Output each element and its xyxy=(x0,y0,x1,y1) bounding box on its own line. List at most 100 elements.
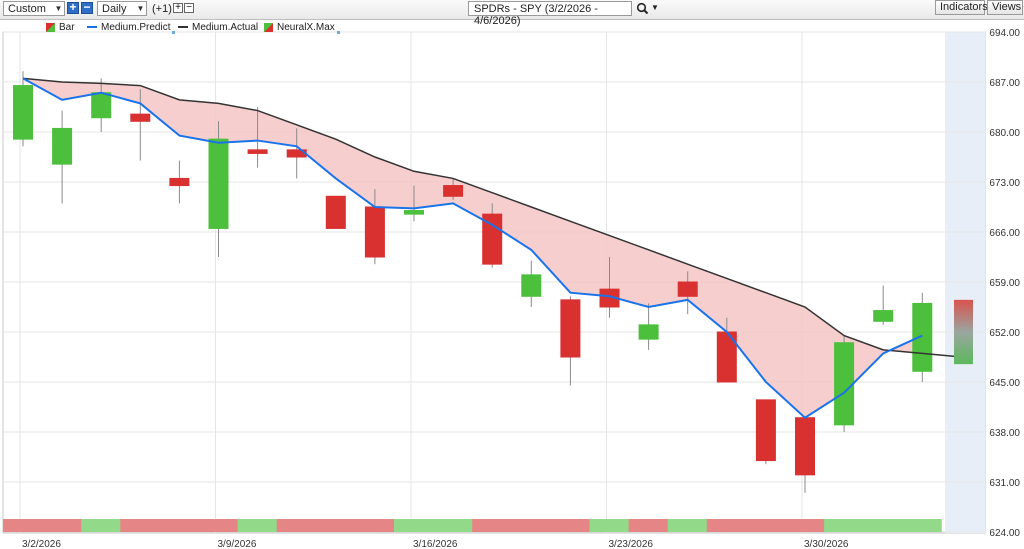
y-tick-label: 666.00 xyxy=(989,228,1020,239)
chevron-down-icon: ▼ xyxy=(54,4,63,13)
regime-band xyxy=(667,519,708,532)
legend-actual-label: Medium.Actual xyxy=(192,22,259,33)
range-select-value: Custom xyxy=(8,3,46,15)
regime-band xyxy=(550,519,590,532)
regime-band xyxy=(237,519,278,532)
search-icon[interactable] xyxy=(636,2,650,16)
legend-dot xyxy=(336,31,340,34)
candle-body[interactable] xyxy=(521,274,542,297)
offset-plus-button[interactable]: + xyxy=(173,3,183,13)
bar-legend-icon xyxy=(46,22,55,32)
y-tick-label: 673.00 xyxy=(989,178,1020,189)
indicators-button[interactable]: Indicators▼ xyxy=(935,0,996,15)
regime-band xyxy=(159,519,199,532)
y-tick-label: 652.00 xyxy=(989,328,1020,339)
candle-body[interactable] xyxy=(130,113,151,122)
regime-band xyxy=(706,519,747,532)
offset-minus-button[interactable]: − xyxy=(184,3,194,13)
zoom-out-button[interactable]: − xyxy=(81,1,93,14)
candle-body[interactable] xyxy=(560,299,581,358)
regime-band xyxy=(81,519,121,532)
y-tick-label: 631.00 xyxy=(989,478,1020,489)
zoom-in-button[interactable]: + xyxy=(67,1,79,14)
regime-band xyxy=(394,519,434,532)
regime-band xyxy=(902,519,942,532)
regime-band xyxy=(276,519,317,532)
x-tick-label: 3/9/2026 xyxy=(218,539,257,549)
symbol-title: SPDRs - SPY (3/2/2026 - 4/6/2026) xyxy=(474,3,598,27)
regime-band xyxy=(745,519,786,532)
range-select[interactable]: Custom ▼ xyxy=(3,1,65,16)
period-select[interactable]: Daily ▼ xyxy=(97,1,147,16)
y-tick-label: 659.00 xyxy=(989,278,1020,289)
views-button[interactable]: Views▼ xyxy=(987,0,1024,15)
candle-body[interactable] xyxy=(834,342,855,426)
legend-actual[interactable]: Medium.Actual xyxy=(178,22,258,34)
candle-body[interactable] xyxy=(638,324,659,340)
candle-body[interactable] xyxy=(443,185,464,197)
legend-predict[interactable]: Medium.Predict xyxy=(87,22,176,34)
candle-body[interactable] xyxy=(13,85,33,140)
chevron-down-icon: ▼ xyxy=(1022,5,1024,12)
legend-bar-label: Bar xyxy=(59,22,75,33)
chevron-down-icon: ▼ xyxy=(136,4,145,13)
line-legend-icon xyxy=(87,26,97,29)
regime-band xyxy=(433,519,473,532)
y-tick-label: 638.00 xyxy=(989,428,1020,439)
regime-band xyxy=(198,519,238,532)
candle-body[interactable] xyxy=(169,177,190,187)
legend-neural[interactable]: NeuralX.Max xyxy=(264,22,340,34)
regime-band xyxy=(628,519,669,532)
candle-body[interactable] xyxy=(912,302,933,372)
candle-body[interactable] xyxy=(677,281,698,297)
x-tick-label: 3/30/2026 xyxy=(804,539,849,549)
y-tick-label: 645.00 xyxy=(989,378,1020,389)
regime-band xyxy=(589,519,629,532)
neuralx-forecast-bar[interactable] xyxy=(954,299,973,365)
period-select-value: Daily xyxy=(102,3,127,15)
regime-band xyxy=(3,519,43,532)
candle-body[interactable] xyxy=(873,310,894,322)
regime-band xyxy=(472,519,512,532)
candle-body[interactable] xyxy=(755,399,776,462)
candle-body[interactable] xyxy=(795,417,815,476)
legend-predict-label: Medium.Predict xyxy=(101,22,171,33)
bar-legend-icon xyxy=(264,22,273,32)
candle-body[interactable] xyxy=(364,206,385,258)
y-tick-label: 687.00 xyxy=(989,78,1020,89)
indicators-label: Indicators xyxy=(940,1,988,13)
x-tick-label: 3/23/2026 xyxy=(609,539,654,549)
y-tick-label: 680.00 xyxy=(989,128,1020,139)
medium-predict-line[interactable] xyxy=(22,77,923,419)
candle-body[interactable] xyxy=(482,213,503,265)
chart-toolbar: Custom ▼ + − Daily ▼ (+1) + − SPDRs - SP… xyxy=(0,0,1024,27)
price-chart[interactable]: 694.00 687.00 680.00 673.00 666.00 659.00 652.… xyxy=(0,19,1024,549)
regime-band xyxy=(863,519,903,532)
prediction-spread-fill xyxy=(23,78,923,418)
candle-body[interactable] xyxy=(91,92,112,119)
legend-neural-label: NeuralX.Max xyxy=(277,22,335,33)
regime-band xyxy=(120,519,160,532)
regime-band xyxy=(511,519,551,532)
x-tick-label: 3/16/2026 xyxy=(413,539,458,549)
regime-band xyxy=(315,519,356,532)
medium-actual-line[interactable] xyxy=(22,77,962,358)
candle-body[interactable] xyxy=(208,138,229,229)
symbol-select[interactable]: SPDRs - SPY (3/2/2026 - 4/6/2026) xyxy=(468,1,632,27)
y-tick-label: 694.00 xyxy=(989,28,1020,39)
legend-dot xyxy=(172,31,176,34)
chevron-down-icon[interactable]: ▼ xyxy=(651,3,659,12)
y-tick-label: 624.00 xyxy=(989,528,1020,539)
candle-body[interactable] xyxy=(247,149,268,154)
candle-body[interactable] xyxy=(404,210,424,215)
candle-body[interactable] xyxy=(325,195,346,229)
candle-body[interactable] xyxy=(52,127,73,165)
x-tick-label: 3/2/2026 xyxy=(22,539,61,549)
views-label: Views xyxy=(992,1,1022,13)
line-legend-icon xyxy=(178,26,188,29)
regime-band xyxy=(354,519,395,532)
regime-band xyxy=(42,519,82,532)
legend-bar[interactable]: Bar xyxy=(46,22,75,34)
offset-label: (+1) xyxy=(152,3,172,15)
regime-band xyxy=(785,519,825,532)
